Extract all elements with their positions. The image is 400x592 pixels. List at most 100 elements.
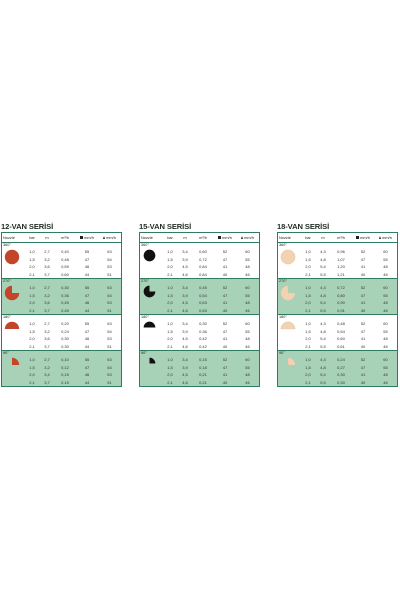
- table-row: 2,1 5,5 1,21 40 46: [278, 271, 397, 279]
- table-row: 1,5 3,9 0,54 47 55: [140, 292, 259, 300]
- radius-cell: 5,4: [320, 336, 326, 342]
- performance-table: Nozzle bar m m³/h mm/h mm/h 360° 1,0 4,3 0,96 52 60…: [277, 232, 398, 387]
- table-row: 1,5 4,8 0,27 47 55: [278, 364, 397, 372]
- flow-cell: 0,30: [337, 379, 345, 385]
- precip-triangle-cell: 51: [107, 379, 112, 385]
- precip-triangle-cell: 53: [107, 300, 112, 306]
- flow-cell: 0,30: [337, 372, 345, 378]
- radius-cell: 5,5: [320, 307, 326, 313]
- pressure-cell: 1,5: [29, 256, 35, 262]
- table-row: 2,1 3,7 0,30 44 51: [2, 343, 121, 351]
- flow-cell: 0,59: [61, 264, 69, 270]
- pressure-cell: 2,0: [29, 300, 35, 306]
- flow-cell: 0,20: [61, 321, 69, 327]
- precip-triangle-cell: 63: [107, 357, 112, 363]
- pressure-cell: 2,1: [305, 343, 311, 349]
- flow-cell: 0,12: [61, 364, 69, 370]
- nozzle-group: 90° 1,0 3,4 0,15 52 60 1,5 3,9 0,18 47 55 2,0 4,5 0,2…: [140, 351, 259, 386]
- precip-triangle-cell: 46: [245, 343, 250, 349]
- pressure-cell: 1,5: [305, 292, 311, 298]
- pressure-cell: 2,0: [305, 372, 311, 378]
- pressure-cell: 1,5: [305, 256, 311, 262]
- nozzle-180-icon: [4, 321, 20, 329]
- precip-square-cell: 41: [222, 300, 228, 306]
- precip-square-cell: 52: [222, 285, 228, 291]
- pressure-cell: 1,0: [305, 249, 311, 255]
- pressure-cell: 2,1: [167, 271, 173, 277]
- precip-triangle-cell: 48: [245, 264, 250, 270]
- header-precip-triangle-label: mm/h: [244, 235, 254, 240]
- radius-cell: 3,2: [44, 292, 50, 298]
- precip-square-cell: 40: [360, 343, 366, 349]
- pressure-cell: 1,0: [29, 321, 35, 327]
- table-row: 1,5 4,8 0,54 47 55: [278, 328, 397, 336]
- table-row: 2,1 4,6 0,42 40 46: [140, 343, 259, 351]
- flow-cell: 0,60: [199, 249, 207, 255]
- flow-cell: 0,21: [199, 372, 207, 378]
- pressure-cell: 1,5: [167, 292, 173, 298]
- pressure-cell: 2,1: [29, 379, 35, 385]
- radius-cell: 2,7: [44, 285, 50, 291]
- nozzle-group: 360° 1,0 3,4 0,60 52 60 1,5 3,9 0,72 47 55 2,0 4,5 0,…: [140, 243, 259, 278]
- arc-label: 90°: [3, 351, 9, 355]
- table-row: 2,1 4,6 0,84 40 46: [140, 271, 259, 279]
- radius-cell: 3,7: [44, 343, 50, 349]
- flow-cell: 0,15: [61, 372, 69, 378]
- series-title: 15-VAN SERİSİ: [139, 222, 192, 231]
- flow-cell: 0,60: [337, 336, 345, 342]
- arc-label: 180°: [279, 315, 287, 319]
- table-row: 2,1 3,7 0,15 44 51: [2, 379, 121, 387]
- flow-cell: 0,42: [199, 343, 207, 349]
- table-row: 1,0 3,4 0,30 52 60: [140, 320, 259, 328]
- header-flow: m³/h: [61, 235, 69, 240]
- precip-square-cell: 55: [84, 357, 90, 363]
- precip-triangle-cell: 55: [245, 292, 250, 298]
- radius-cell: 3,7: [44, 379, 50, 385]
- radius-cell: 5,5: [320, 379, 326, 385]
- radius-cell: 3,9: [182, 328, 188, 334]
- precip-square-cell: 46: [84, 300, 90, 306]
- radius-cell: 4,3: [320, 249, 326, 255]
- arc-label: 180°: [141, 315, 149, 319]
- precip-triangle-cell: 54: [107, 292, 112, 298]
- precip-square-cell: 46: [84, 372, 90, 378]
- precip-triangle-cell: 63: [107, 285, 112, 291]
- radius-cell: 4,8: [320, 364, 326, 370]
- flow-cell: 0,72: [199, 256, 207, 262]
- table-row: 2,0 4,5 0,63 41 48: [140, 299, 259, 307]
- flow-cell: 0,84: [199, 271, 207, 277]
- radius-cell: 3,9: [182, 256, 188, 262]
- nozzle-group: 360° 1,0 4,3 0,96 52 60 1,5 4,8 1,07 47 55 2,0 5,4 1,…: [278, 243, 397, 278]
- precip-square-cell: 52: [360, 357, 366, 363]
- pressure-cell: 1,5: [167, 364, 173, 370]
- arc-label: 180°: [3, 315, 11, 319]
- radius-cell: 2,7: [44, 249, 50, 255]
- flow-cell: 0,54: [199, 292, 207, 298]
- radius-cell: 2,7: [44, 357, 50, 363]
- precip-triangle-cell: 55: [383, 364, 388, 370]
- table-row: 2,0 5,4 0,90 41 48: [278, 299, 397, 307]
- pressure-cell: 1,0: [305, 321, 311, 327]
- precip-square-cell: 52: [360, 285, 366, 291]
- pressure-cell: 2,0: [29, 336, 35, 342]
- performance-table: Nozzle bar m m³/h mm/h mm/h 360° 1,0 3,4 0,60 52 60…: [139, 232, 260, 387]
- precip-triangle-cell: 51: [107, 307, 112, 313]
- precip-triangle-cell: 60: [245, 357, 250, 363]
- precip-triangle-cell: 60: [245, 285, 250, 291]
- flow-cell: 0,45: [61, 307, 69, 313]
- precip-square-cell: 44: [84, 379, 90, 385]
- pressure-cell: 2,1: [305, 379, 311, 385]
- precip-triangle-cell: 60: [383, 285, 388, 291]
- precip-square-cell: 47: [84, 292, 90, 298]
- radius-cell: 5,4: [320, 372, 326, 378]
- table-header: Nozzle bar m m³/h mm/h mm/h: [140, 233, 259, 243]
- precip-triangle-cell: 48: [383, 372, 388, 378]
- table-row: 2,1 3,7 0,45 44 51: [2, 307, 121, 315]
- precip-square-cell: 44: [84, 307, 90, 313]
- radius-cell: 4,5: [182, 336, 188, 342]
- precip-square-cell: 47: [222, 256, 228, 262]
- flow-cell: 0,48: [61, 256, 69, 262]
- flow-cell: 1,07: [337, 256, 345, 262]
- radius-cell: 4,3: [320, 321, 326, 327]
- table-row: 1,5 4,8 0,80 47 55: [278, 292, 397, 300]
